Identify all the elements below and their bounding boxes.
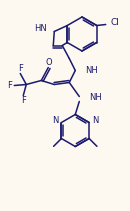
Text: O: O bbox=[46, 58, 53, 67]
Text: N: N bbox=[52, 116, 58, 125]
Text: N: N bbox=[92, 116, 99, 125]
Text: NH: NH bbox=[85, 66, 98, 75]
Text: HN: HN bbox=[35, 24, 47, 33]
Text: F: F bbox=[21, 96, 26, 105]
Text: NH: NH bbox=[89, 93, 102, 102]
Text: Cl: Cl bbox=[111, 18, 120, 27]
Text: F: F bbox=[18, 64, 23, 73]
Text: F: F bbox=[7, 81, 12, 90]
